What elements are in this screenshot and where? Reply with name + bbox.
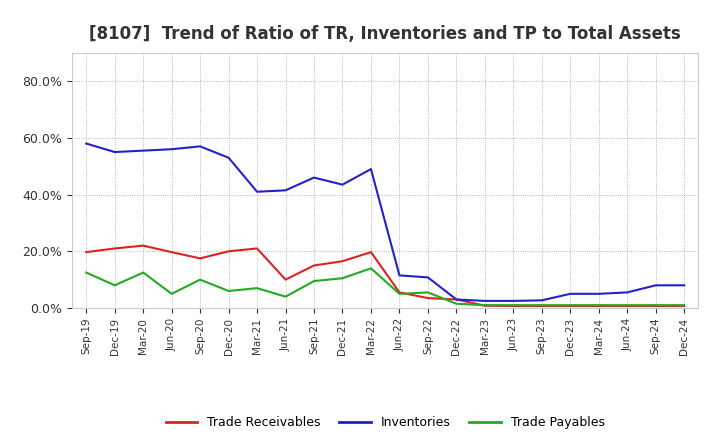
Inventories: [395, 273, 404, 278]
Inventories: [423, 275, 432, 280]
Inventories: [595, 291, 603, 297]
Inventories: [566, 291, 575, 297]
Trade Receivables: [423, 295, 432, 301]
Inventories: [225, 155, 233, 160]
Inventories: [652, 282, 660, 288]
Trade Payables: [82, 270, 91, 275]
Trade Payables: [395, 291, 404, 297]
Inventories: [196, 144, 204, 149]
Trade Receivables: [537, 303, 546, 308]
Trade Receivables: [680, 303, 688, 308]
Trade Receivables: [480, 303, 489, 308]
Trade Receivables: [225, 249, 233, 254]
Title: [8107]  Trend of Ratio of TR, Inventories and TP to Total Assets: [8107] Trend of Ratio of TR, Inventories…: [89, 25, 681, 43]
Trade Receivables: [623, 303, 631, 308]
Inventories: [366, 166, 375, 172]
Inventories: [139, 148, 148, 153]
Trade Payables: [509, 303, 518, 308]
Inventories: [480, 298, 489, 304]
Inventories: [167, 147, 176, 152]
Trade Receivables: [595, 303, 603, 308]
Trade Receivables: [652, 303, 660, 308]
Trade Receivables: [310, 263, 318, 268]
Trade Receivables: [139, 243, 148, 248]
Inventories: [110, 150, 119, 155]
Inventories: [452, 297, 461, 302]
Line: Trade Receivables: Trade Receivables: [86, 246, 684, 306]
Trade Receivables: [566, 303, 575, 308]
Trade Payables: [537, 303, 546, 308]
Trade Receivables: [282, 277, 290, 282]
Trade Payables: [366, 266, 375, 271]
Inventories: [537, 298, 546, 303]
Trade Receivables: [452, 297, 461, 302]
Inventories: [310, 175, 318, 180]
Inventories: [282, 188, 290, 193]
Trade Payables: [310, 279, 318, 284]
Trade Receivables: [395, 290, 404, 295]
Trade Receivables: [167, 249, 176, 255]
Trade Receivables: [82, 249, 91, 255]
Inventories: [623, 290, 631, 295]
Trade Receivables: [253, 246, 261, 251]
Trade Payables: [167, 291, 176, 297]
Inventories: [509, 298, 518, 304]
Trade Payables: [652, 303, 660, 308]
Inventories: [82, 141, 91, 146]
Line: Inventories: Inventories: [86, 143, 684, 301]
Inventories: [338, 182, 347, 187]
Trade Payables: [623, 303, 631, 308]
Trade Payables: [282, 294, 290, 299]
Trade Payables: [253, 286, 261, 291]
Trade Payables: [196, 277, 204, 282]
Trade Receivables: [338, 259, 347, 264]
Inventories: [253, 189, 261, 194]
Trade Payables: [338, 275, 347, 281]
Trade Payables: [452, 301, 461, 306]
Trade Payables: [423, 290, 432, 295]
Trade Payables: [225, 288, 233, 293]
Legend: Trade Receivables, Inventories, Trade Payables: Trade Receivables, Inventories, Trade Pa…: [161, 411, 610, 434]
Trade Payables: [566, 303, 575, 308]
Trade Receivables: [366, 249, 375, 255]
Inventories: [680, 282, 688, 288]
Trade Receivables: [196, 256, 204, 261]
Trade Receivables: [110, 246, 119, 251]
Trade Payables: [595, 303, 603, 308]
Trade Payables: [139, 270, 148, 275]
Trade Payables: [680, 303, 688, 308]
Line: Trade Payables: Trade Payables: [86, 268, 684, 305]
Trade Payables: [110, 282, 119, 288]
Trade Receivables: [509, 303, 518, 308]
Trade Payables: [480, 303, 489, 308]
